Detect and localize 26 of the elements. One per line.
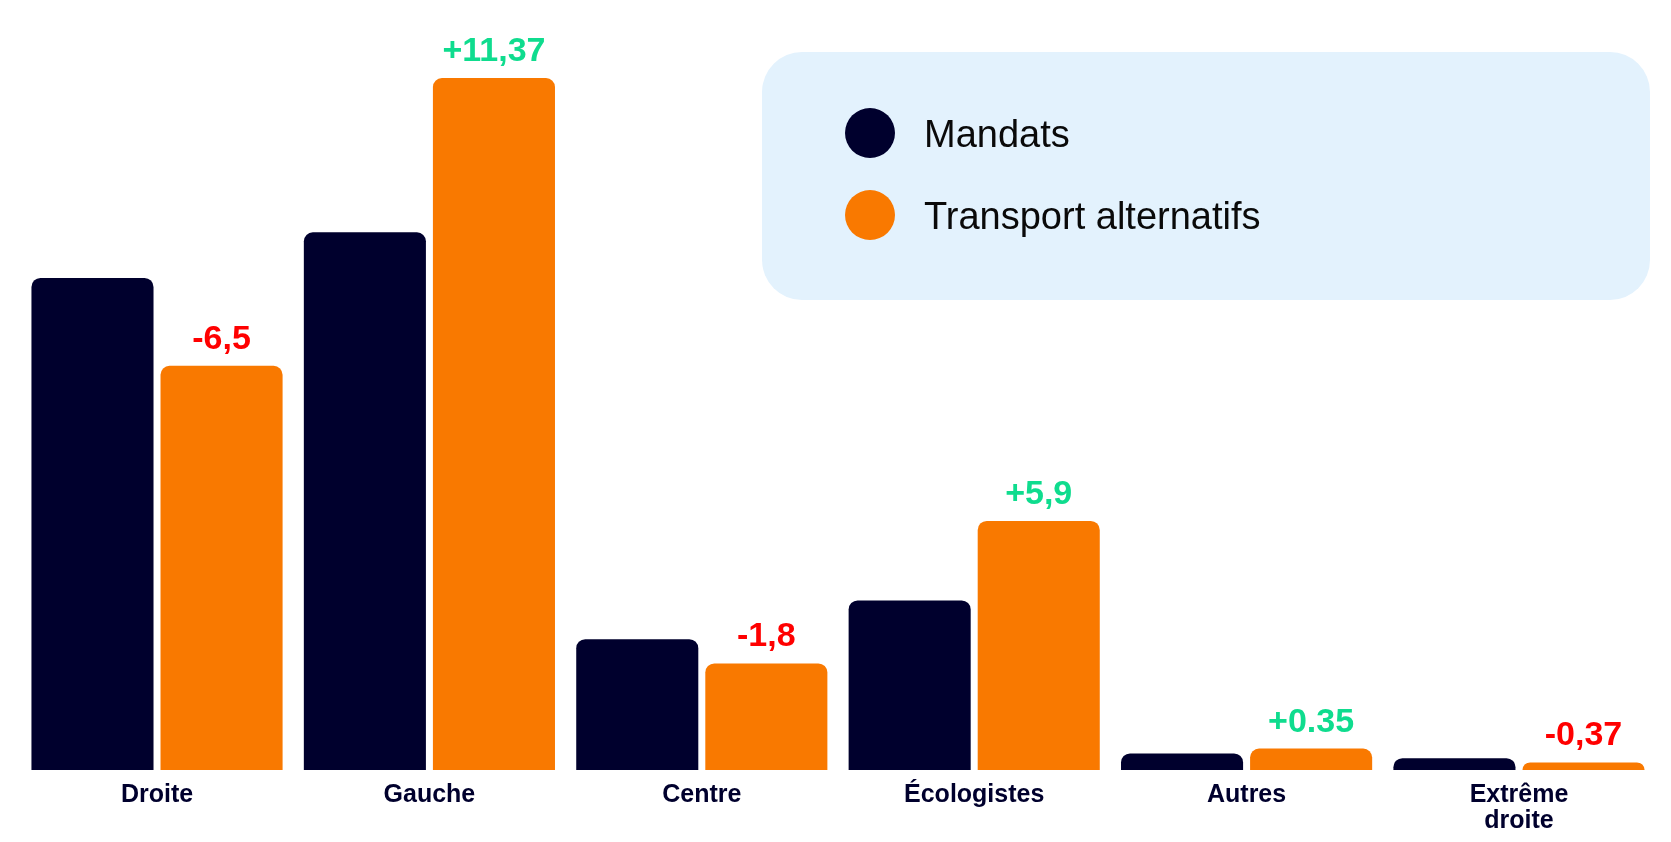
x-tick-label: Autres	[1206, 779, 1287, 807]
bar	[31, 277, 154, 770]
bar	[303, 232, 426, 770]
legend-label: Mandats	[924, 112, 1070, 155]
bar	[1522, 762, 1645, 770]
annotation: +5,9	[1005, 472, 1073, 511]
annotation: +0.35	[1268, 700, 1355, 739]
annotation: -6,5	[192, 317, 251, 356]
bar	[432, 78, 555, 770]
bar	[160, 365, 283, 770]
x-tick-label: Droite	[120, 779, 194, 807]
bar	[1393, 758, 1516, 770]
x-tick-label: Extrême droite	[1469, 779, 1569, 833]
text: +11,37	[442, 30, 546, 68]
x-tick-label: Gauche	[383, 779, 476, 807]
bar	[576, 639, 699, 770]
annotation: -0,37	[1544, 714, 1623, 753]
annotation: -1,8	[737, 615, 796, 654]
bar	[848, 600, 971, 770]
bar	[705, 663, 828, 770]
x-tick-label: Centre	[662, 779, 742, 807]
bar	[1250, 748, 1373, 770]
legend-label: Transport alternatifs	[924, 194, 1261, 237]
bar	[1121, 753, 1244, 770]
bar	[977, 520, 1100, 770]
x-tick-label: Écologistes	[904, 779, 1045, 807]
